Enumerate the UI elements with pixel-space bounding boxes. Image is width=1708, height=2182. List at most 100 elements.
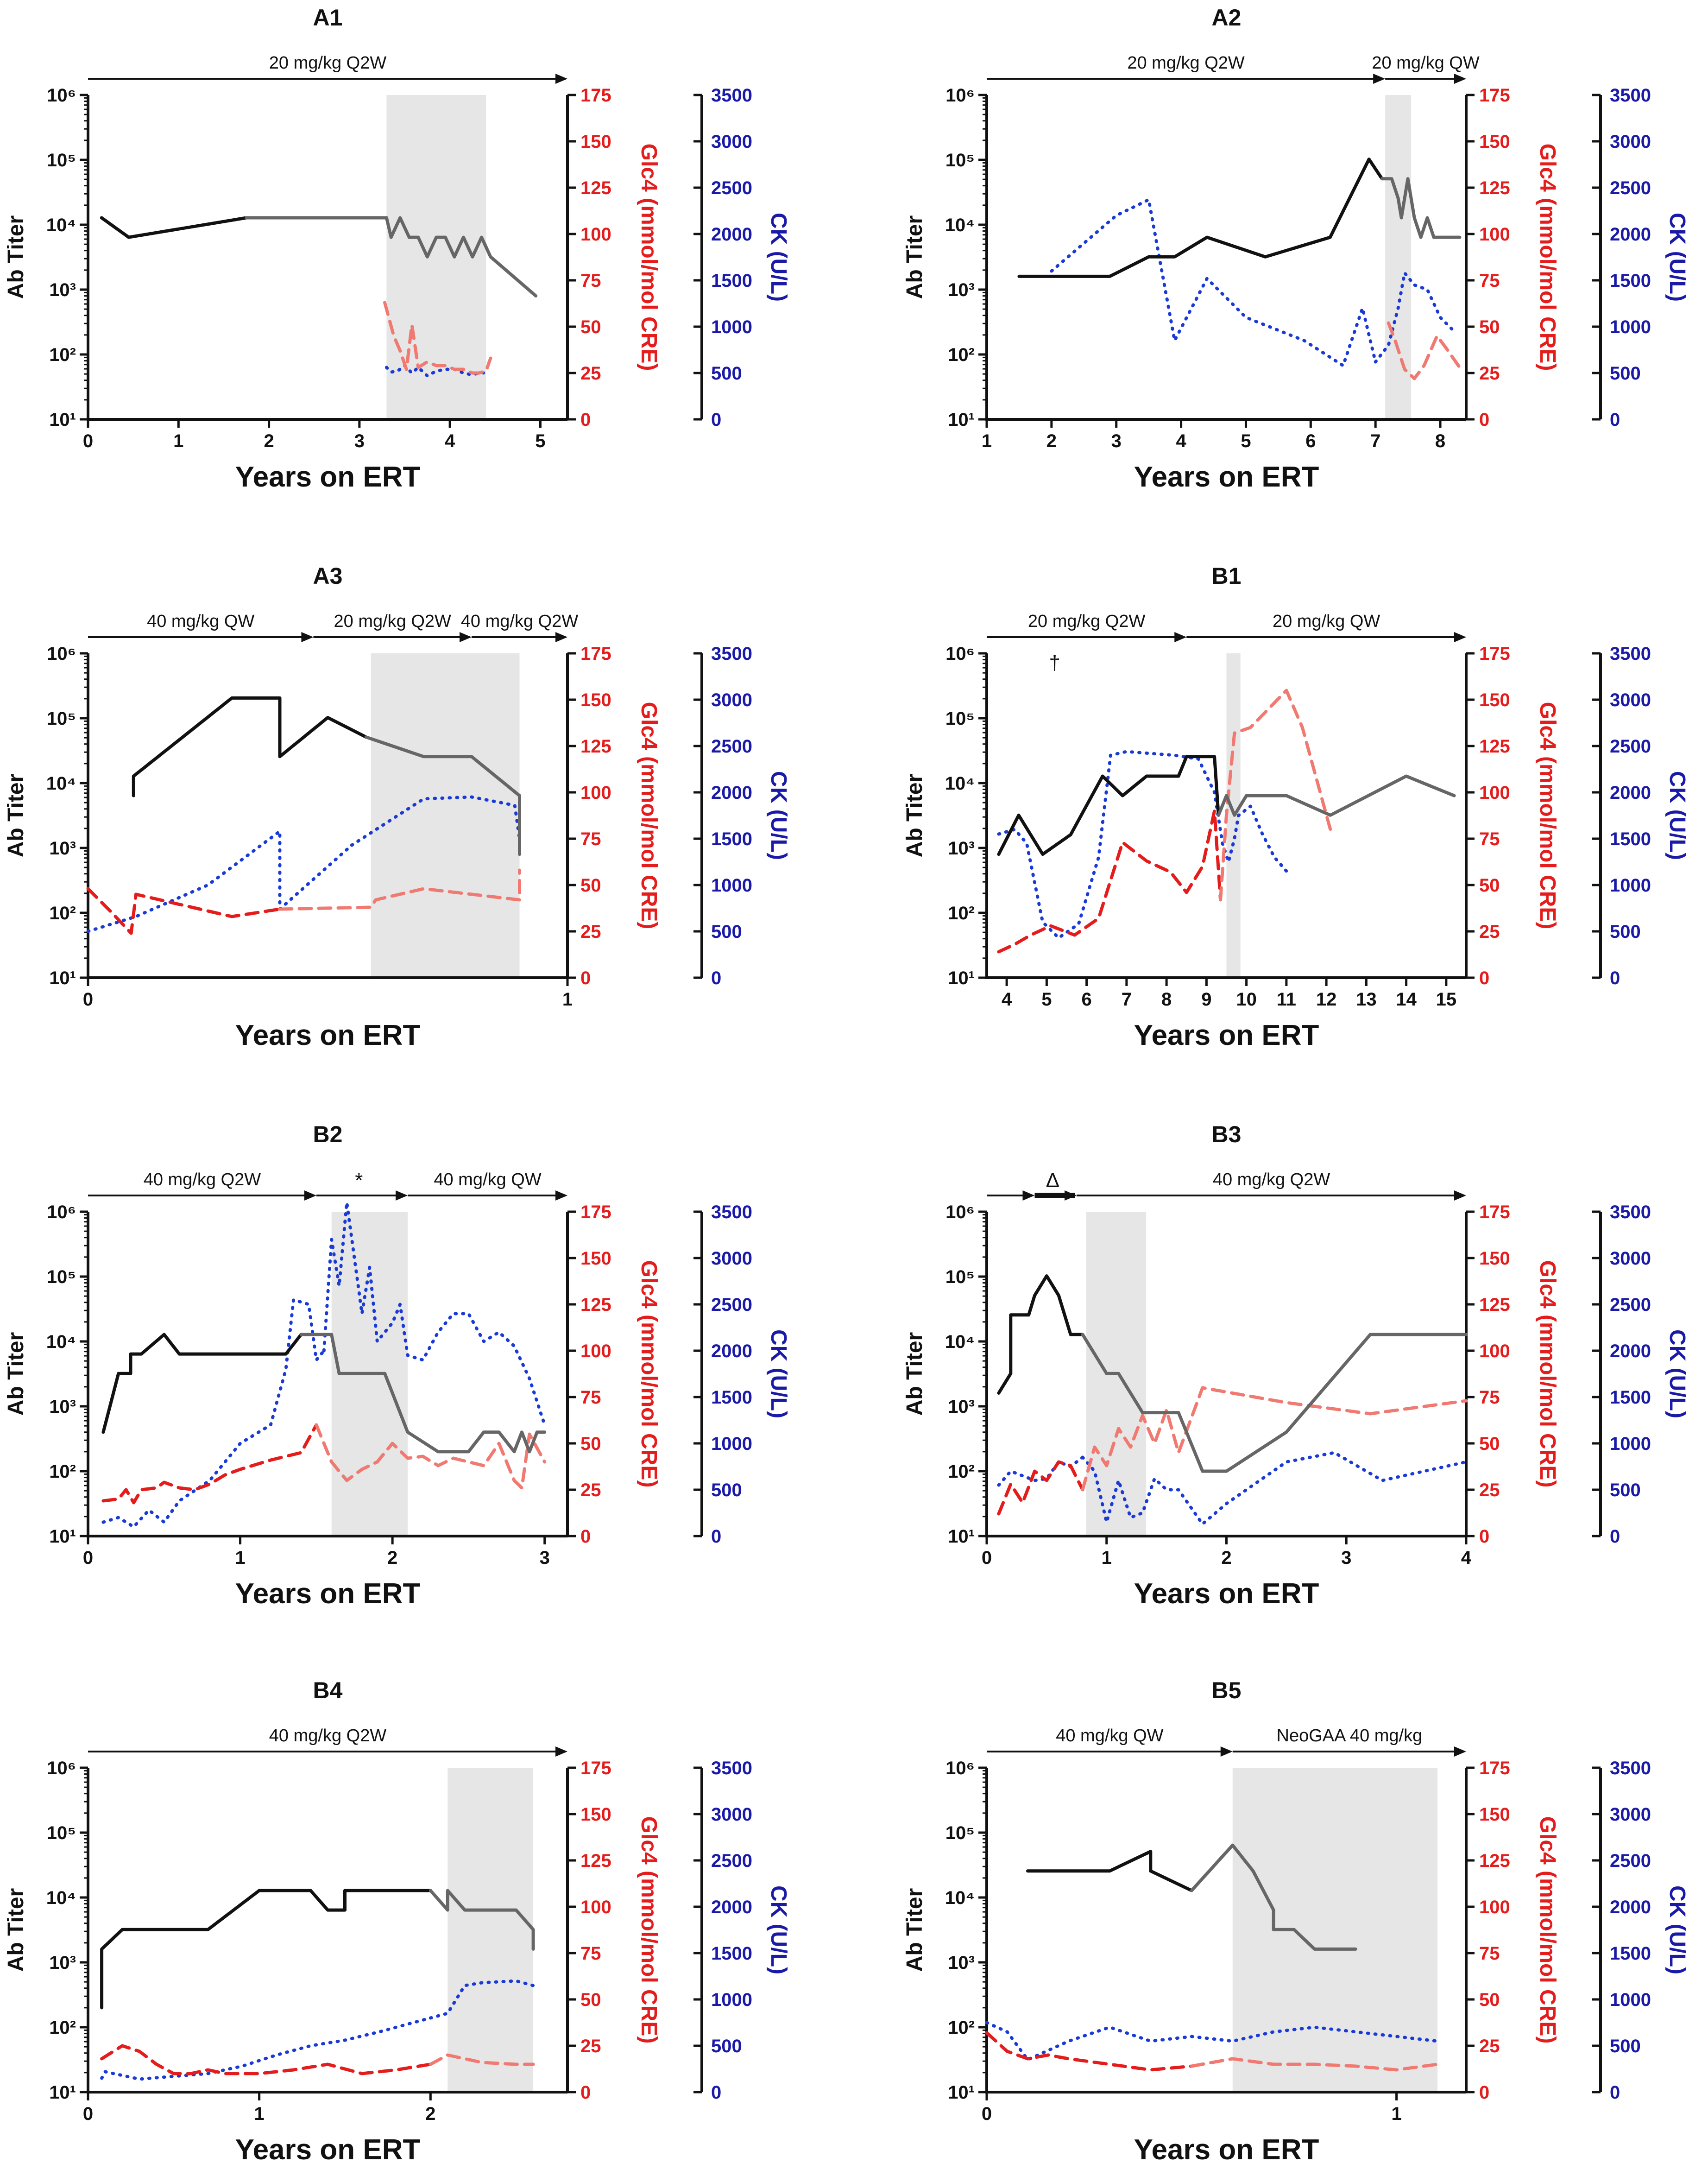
- x-tick-label: 14: [1396, 989, 1417, 1010]
- dosing-arrow-head: [555, 1746, 567, 1757]
- x-tick-label: 5: [1041, 989, 1052, 1010]
- glc4-tick-label: 175: [1479, 1758, 1510, 1778]
- ck-tick-label: 0: [711, 2082, 721, 2103]
- ab-titer-series: [1017, 158, 1384, 278]
- glc4-tick-label: 75: [1479, 271, 1500, 291]
- shaded-region: [371, 653, 520, 978]
- y-tick-label: 10⁴: [46, 1332, 76, 1352]
- x-axis-label: Years on ERT: [235, 1019, 421, 1051]
- ck-tick-label: 0: [1610, 1526, 1620, 1547]
- glc4-series: [985, 2031, 1193, 2072]
- shaded-region: [1385, 95, 1412, 419]
- x-tick-label: 1: [1102, 1548, 1112, 1568]
- glc4-tick-label: 125: [580, 178, 611, 198]
- glc4-tick-label: 100: [1479, 783, 1510, 803]
- y-tick-label: 10⁵: [47, 150, 76, 171]
- shaded-region: [1232, 1768, 1438, 2092]
- y-tick-label: 10²: [948, 903, 975, 923]
- ck-series-shaded: [384, 364, 490, 378]
- dosing-arrow-head: [1454, 1190, 1466, 1201]
- x-tick-label: 3: [1111, 431, 1122, 451]
- ck-axis-label: CK (U/L): [1665, 771, 1689, 860]
- y-tick-label: 10¹: [49, 1526, 76, 1547]
- glc4-tick-label: 175: [580, 1202, 611, 1222]
- glc4-tick-label: 150: [580, 690, 611, 710]
- ck-tick-label: 3000: [711, 690, 752, 710]
- ab-titer-series-shaded: [429, 1889, 535, 1951]
- y-axis-label: Ab Titer: [902, 774, 927, 857]
- glc4-tick-label: 175: [580, 644, 611, 664]
- dosing-label: 40 mg/kg Q2W: [1213, 1170, 1330, 1189]
- glc4-tick-label: 125: [1479, 178, 1510, 198]
- x-tick-label: 13: [1356, 989, 1377, 1010]
- ab-titer-series: [100, 1889, 432, 2010]
- ck-series-shaded: [1374, 271, 1455, 364]
- glc4-tick-label: 100: [580, 1897, 611, 1917]
- y-tick-label: 10¹: [948, 968, 975, 988]
- x-tick-label: 4: [1461, 1548, 1472, 1568]
- x-tick-label: 15: [1436, 989, 1457, 1010]
- y-tick-label: 10³: [948, 280, 975, 300]
- ab-titer-series: [997, 1274, 1084, 1395]
- y-tick-label: 10⁴: [46, 773, 76, 794]
- glc4-series-shaded: [429, 2053, 535, 2066]
- glc4-tick-label: 75: [580, 271, 601, 291]
- glc4-axis-label: Glc4 (mmol/mol CRE): [637, 1260, 661, 1488]
- y-tick-label: 10⁶: [47, 1758, 76, 1778]
- x-tick-label: 0: [982, 1548, 992, 1568]
- ck-tick-label: 3500: [1610, 1202, 1651, 1222]
- glc4-series-shaded: [1081, 1386, 1468, 1492]
- x-tick-label: 6: [1305, 431, 1316, 451]
- x-tick-label: 8: [1435, 431, 1445, 451]
- x-tick-label: 1: [235, 1548, 245, 1568]
- y-axis-label: Ab Titer: [4, 215, 28, 299]
- ck-series-shaded: [1221, 804, 1288, 873]
- y-tick-label: 10¹: [49, 410, 76, 430]
- y-tick-label: 10¹: [948, 410, 975, 430]
- glc4-tick-label: 0: [1479, 968, 1489, 988]
- y-tick-label: 10³: [948, 1397, 975, 1417]
- ck-tick-label: 2500: [1610, 178, 1651, 198]
- ck-tick-label: 1000: [711, 875, 752, 896]
- glc4-tick-label: 50: [1479, 1434, 1500, 1454]
- ck-tick-label: 2000: [1610, 1341, 1651, 1361]
- ck-tick-label: 500: [1610, 2036, 1641, 2056]
- y-tick-label: 10²: [948, 2018, 975, 2038]
- panel-title: B5: [1212, 1677, 1242, 1703]
- glc4-tick-label: 75: [1479, 829, 1500, 849]
- shaded-region: [447, 1768, 534, 2092]
- y-tick-label: 10⁵: [47, 708, 76, 729]
- glc4-tick-label: 50: [580, 1990, 601, 2010]
- glc4-series-shaded: [315, 1423, 547, 1490]
- y-tick-label: 10⁶: [47, 644, 76, 664]
- dosing-arrow-head: [555, 1190, 567, 1201]
- ck-tick-label: 0: [711, 1526, 721, 1547]
- y-axis-label: Ab Titer: [4, 1888, 28, 1972]
- glc4-series: [86, 887, 282, 935]
- glc4-series-shaded: [278, 868, 521, 911]
- ck-tick-label: 3000: [1610, 690, 1651, 710]
- y-axis-label: Ab Titer: [902, 1332, 927, 1416]
- x-axis-label: Years on ERT: [1134, 1019, 1319, 1051]
- glc4-series-shaded: [383, 301, 492, 375]
- ck-tick-label: 3500: [711, 85, 752, 106]
- annotation-marker: *: [355, 1169, 363, 1192]
- dosing-arrow-head: [1174, 632, 1187, 642]
- glc4-series: [997, 1460, 1084, 1516]
- x-axis-label: Years on ERT: [1134, 461, 1319, 493]
- x-tick-label: 0: [83, 1548, 93, 1568]
- glc4-tick-label: 0: [580, 2082, 591, 2103]
- y-axis-label: Ab Titer: [4, 1332, 28, 1416]
- x-tick-label: 9: [1201, 989, 1211, 1010]
- ck-tick-label: 1500: [1610, 271, 1651, 291]
- dosing-arrow-head: [555, 632, 567, 642]
- glc4-series-shaded: [1190, 2057, 1439, 2072]
- ck-series: [985, 2021, 1193, 2062]
- y-tick-label: 10⁴: [46, 1888, 76, 1908]
- ck-tick-label: 0: [711, 410, 721, 430]
- ck-tick-label: 1500: [711, 1943, 752, 1964]
- glc4-tick-label: 50: [580, 1434, 601, 1454]
- ck-tick-label: 3500: [711, 1202, 752, 1222]
- ck-tick-label: 3000: [1610, 132, 1651, 152]
